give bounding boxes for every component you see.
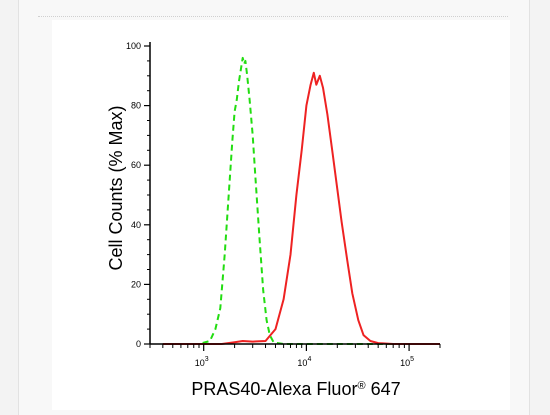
x-axis-label: PRAS40-Alexa Fluor® 647 (191, 379, 400, 399)
x-axis-label-main: PRAS40-Alexa Fluor (191, 379, 357, 399)
y-tick-label: 20 (131, 279, 141, 289)
y-tick-label: 40 (131, 220, 141, 230)
y-axis-label: Cell Counts (% Max) (106, 105, 126, 270)
label-layer: Cell Counts (% Max) PRAS40-Alexa Fluor® … (106, 105, 401, 399)
y-tick-label: 0 (136, 339, 141, 349)
x-tick-label: 105 (400, 356, 414, 368)
y-tick-label: 60 (131, 160, 141, 170)
x-tick-label: 104 (297, 356, 311, 368)
x-axis-label-mark: ® (357, 380, 365, 392)
x-tick-label: 103 (195, 356, 209, 368)
y-tick-label: 100 (126, 41, 141, 51)
x-axis-label-suffix: 647 (366, 379, 401, 399)
stained-histogram-line (162, 71, 440, 345)
y-tick-label: 80 (131, 101, 141, 111)
frame-divider (38, 16, 508, 17)
axis-layer: 0 20 40 60 80 100 103 104 105 (126, 41, 441, 368)
control-histogram-line (162, 56, 428, 345)
series-layer (162, 56, 440, 345)
